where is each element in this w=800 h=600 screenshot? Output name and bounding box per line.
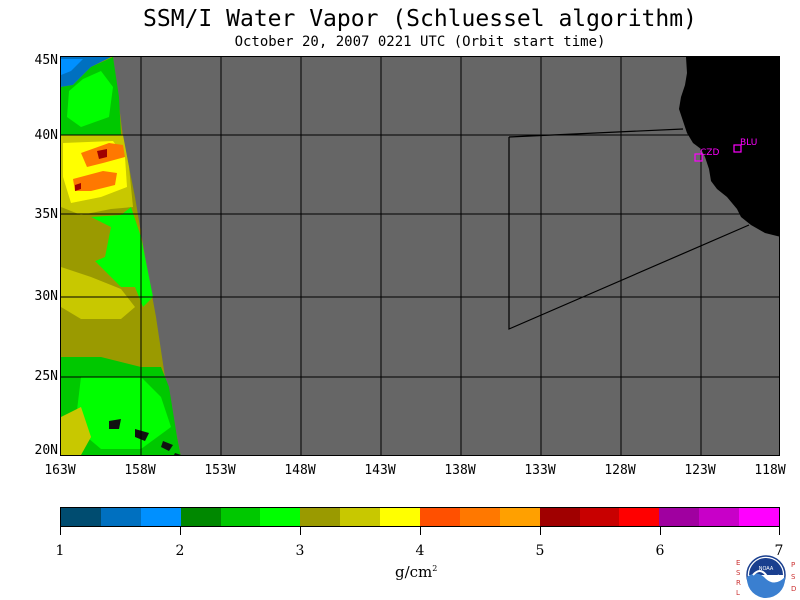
lat-label-20n: 20N <box>34 443 58 458</box>
colorbar-swatch-16 <box>659 508 700 526</box>
colorbar-swatch-11 <box>459 508 500 526</box>
logo-left-e: E <box>736 559 740 567</box>
station-czd-marker <box>694 153 703 162</box>
colorbar-label-7: 7 <box>774 543 784 559</box>
colorbar-swatch-17 <box>699 508 740 526</box>
colorbar <box>60 507 780 527</box>
lon-label-153w: 153W <box>204 463 236 478</box>
logo-left-l: L <box>736 589 740 597</box>
colorbar-swatch-6 <box>260 508 301 526</box>
map-title: SSM/I Water Vapor (Schluessel algorithm) <box>143 6 697 32</box>
lon-label-138w: 138W <box>444 463 476 478</box>
lon-label-133w: 133W <box>524 463 556 478</box>
swath-olive-lower <box>61 319 161 367</box>
colorbar-swatch-18 <box>739 508 780 526</box>
colorbar-swatch-15 <box>619 508 660 526</box>
map-subtitle: October 20, 2007 0221 UTC (Orbit start t… <box>234 34 606 50</box>
colorbar-swatch-9 <box>380 508 421 526</box>
units-text: g/cm <box>395 563 433 581</box>
colorbar-label-5: 5 <box>535 543 545 559</box>
swath-red-1 <box>97 149 107 159</box>
colorbar-swatch-1 <box>61 508 101 526</box>
units-superscript: 2 <box>432 564 438 573</box>
lat-label-30n: 30N <box>34 289 58 304</box>
swath-gap-2 <box>135 429 149 441</box>
swath-yellow-lower <box>61 407 91 455</box>
water-vapor-map <box>61 57 779 455</box>
swath-gap-4 <box>174 453 181 455</box>
colorbar-swatch-8 <box>340 508 381 526</box>
colorbar-tick <box>540 527 541 535</box>
swath-orange-2 <box>73 171 117 191</box>
station-blu-label: BLU <box>740 138 758 148</box>
lon-label-143w: 143W <box>364 463 396 478</box>
logo-right-p: P <box>791 561 795 569</box>
colorbar-tick <box>779 527 780 535</box>
map-panel: CZD BLU <box>60 56 780 456</box>
colorbar-tick <box>180 527 181 535</box>
lat-label-40n: 40N <box>34 128 58 143</box>
lon-label-118w: 118W <box>754 463 786 478</box>
colorbar-swatch-5 <box>220 508 261 526</box>
colorbar-label-3: 3 <box>295 543 305 559</box>
station-blu-marker <box>733 144 742 153</box>
lon-label-148w: 148W <box>284 463 316 478</box>
noaa-emblem-gull <box>752 570 780 580</box>
colorbar-label-2: 2 <box>175 543 185 559</box>
logo-right-d: D <box>791 585 796 593</box>
noaa-emblem-wave <box>747 573 785 598</box>
colorbar-units: g/cm2 <box>395 563 437 581</box>
colorbar-label-4: 4 <box>415 543 425 559</box>
lat-label-25n: 25N <box>34 369 58 384</box>
swath-blue-light <box>61 59 83 75</box>
colorbar-label-1: 1 <box>55 543 65 559</box>
colorbar-swatch-14 <box>579 508 620 526</box>
colorbar-swatch-12 <box>499 508 540 526</box>
lon-label-128w: 128W <box>604 463 636 478</box>
noaa-esrl-psd-logo: E S R L P S D NOAA <box>736 555 796 598</box>
colorbar-swatch-2 <box>100 508 141 526</box>
colorbar-swatch-13 <box>539 508 580 526</box>
swath-green-bright-north <box>67 71 113 127</box>
logo-left-s: S <box>736 569 741 577</box>
lat-label-35n: 35N <box>34 207 58 222</box>
swath-layer <box>61 57 181 455</box>
lon-label-163w: 163W <box>44 463 76 478</box>
logo-left-r: R <box>736 579 741 587</box>
colorbar-swatch-10 <box>420 508 460 526</box>
colorbar-tick <box>300 527 301 535</box>
lat-label-45n: 45N <box>34 53 58 68</box>
colorbar-swatch-4 <box>180 508 221 526</box>
lon-label-158w: 158W <box>124 463 156 478</box>
domain-top-edge <box>508 128 684 138</box>
swath-red-2 <box>75 183 81 191</box>
swath-olive-mid <box>61 217 111 267</box>
domain-outline <box>508 137 750 330</box>
swath-gap-1 <box>109 419 121 429</box>
colorbar-label-6: 6 <box>655 543 665 559</box>
colorbar-tick <box>60 527 61 535</box>
colorbar-tick <box>660 527 661 535</box>
swath-gap-3 <box>161 441 173 451</box>
station-czd-label: CZD <box>700 148 720 158</box>
swath-yellow-mid <box>61 267 135 319</box>
colorbar-swatch-7 <box>300 508 341 526</box>
graticule <box>61 57 779 455</box>
noaa-emblem-text: NOAA <box>759 566 774 572</box>
colorbar-tick <box>420 527 421 535</box>
lon-label-123w: 123W <box>684 463 716 478</box>
land-mass <box>679 57 779 237</box>
colorbar-swatch-3 <box>140 508 181 526</box>
logo-right-s: S <box>791 573 796 581</box>
swath-bright-green-lower <box>75 377 171 449</box>
